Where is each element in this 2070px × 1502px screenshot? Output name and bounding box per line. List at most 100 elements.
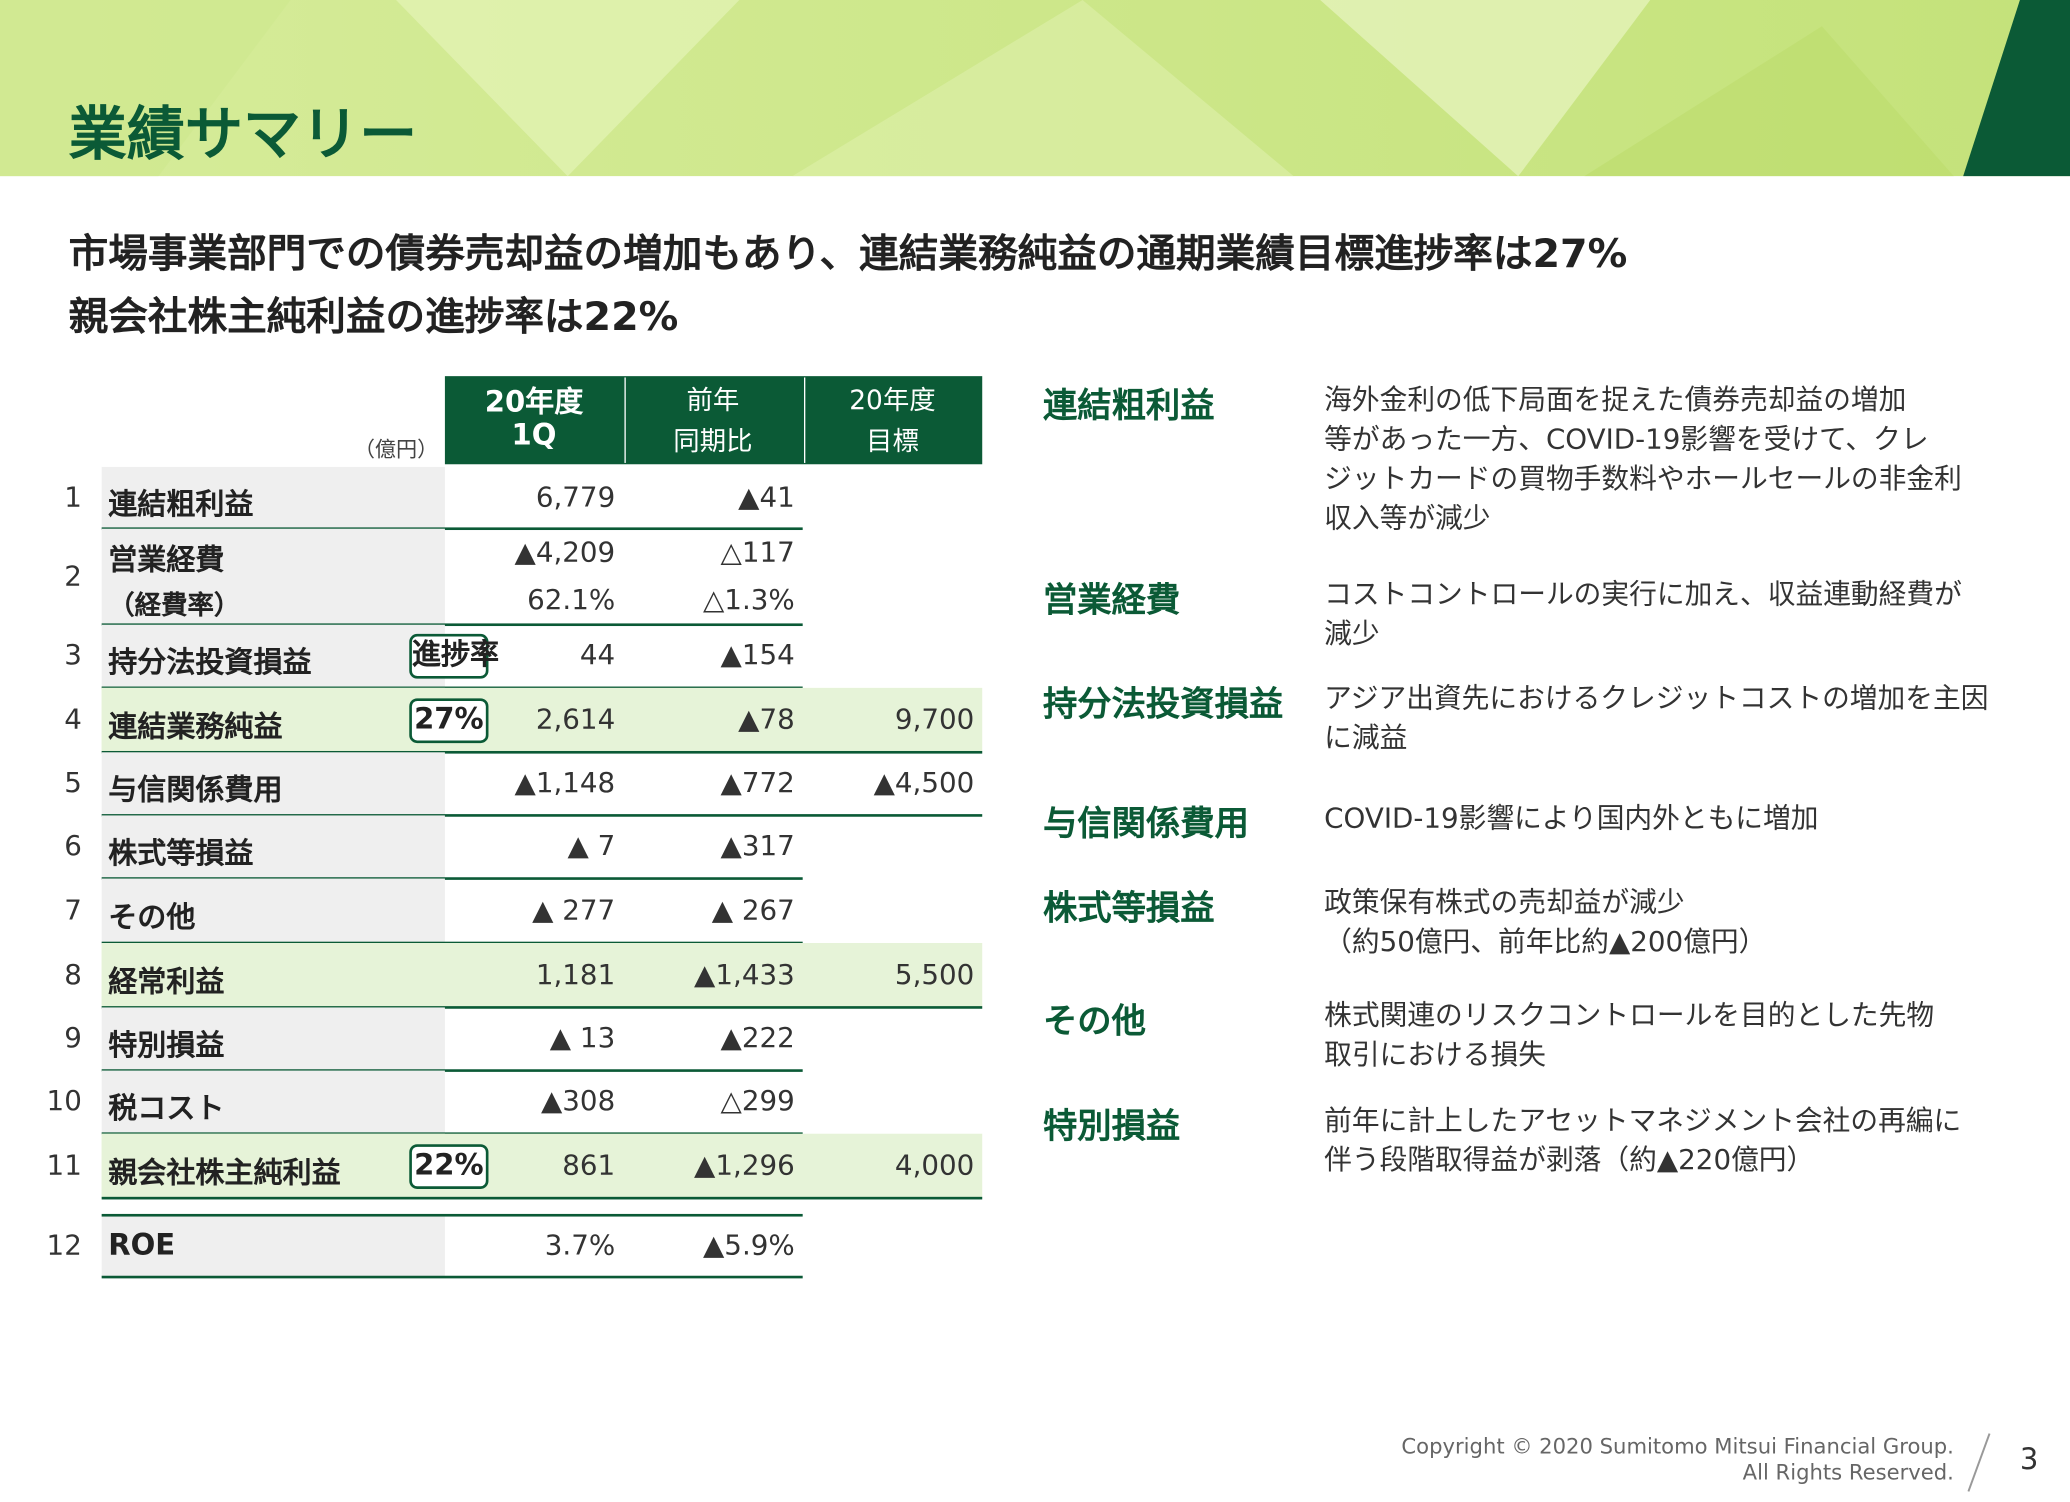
row-line	[101, 1132, 803, 1135]
row-line	[101, 1275, 803, 1278]
copyright-line: Copyright © 2020 Sumitomo Mitsui Financi…	[1401, 1433, 1954, 1459]
row-label: 特別損益	[108, 1029, 225, 1063]
row-label: 持分法投資損益	[108, 647, 312, 680]
value-cell: 861	[562, 1148, 616, 1181]
value-cell: 1,181	[535, 958, 616, 990]
row-line	[101, 1006, 983, 1009]
row-line	[101, 814, 983, 817]
value-cell: ▲308	[540, 1085, 616, 1117]
row-number: 11	[46, 1148, 82, 1181]
label-cell	[101, 528, 445, 625]
note-line: 伴う段階取得益が剥落（約▲220億円）	[1324, 1144, 1815, 1176]
label-cell	[101, 624, 445, 688]
row-number: 5	[64, 766, 82, 799]
value-cell: ▲78	[738, 702, 795, 735]
row-number: 7	[64, 893, 82, 926]
row-line	[101, 527, 803, 530]
label-cell	[101, 1070, 445, 1134]
row-number: 12	[46, 1229, 82, 1261]
value-cell: ▲154	[720, 639, 795, 671]
note-line: 減少	[1324, 618, 1380, 650]
banner	[0, 0, 2070, 177]
row-label: その他	[108, 901, 196, 935]
divider	[1967, 1433, 1991, 1492]
value-cell: △299	[720, 1085, 795, 1117]
value-cell: 2,614	[535, 702, 616, 735]
value-cell: ▲222	[720, 1021, 795, 1054]
progress-badge: 22%	[409, 1143, 489, 1189]
row-number: 3	[64, 639, 82, 671]
note-line: 海外金利の低下局面を捉えた債券売却益の増加	[1324, 384, 1907, 416]
row-label: 与信関係費用	[108, 774, 283, 808]
row-number: 10	[46, 1085, 82, 1117]
value-sub-cell: 62.1%	[527, 583, 616, 616]
value-cell: ▲ 277	[532, 893, 616, 926]
row-label: 経常利益	[108, 966, 225, 999]
column-header: 20年度	[484, 386, 584, 420]
label-cell	[101, 815, 445, 879]
value-cell: 4,000	[894, 1148, 975, 1181]
column-header: 目標	[866, 424, 919, 457]
note-line: 株式関連のリスクコントロールを目的とした先物	[1324, 999, 1935, 1032]
label-cell	[101, 466, 445, 529]
progress-badge: 進捗率	[409, 633, 499, 679]
row-number: 1	[64, 480, 82, 513]
note-line: ジットカードの買物手数料やホールセールの非金利	[1324, 462, 1962, 495]
row-label: ROE	[108, 1229, 176, 1262]
value-cell: ▲1,296	[694, 1148, 795, 1181]
note-line: 前年に計上したアセットマネジメント会社の再編に	[1324, 1104, 1962, 1137]
row-number: 9	[64, 1021, 82, 1054]
row-line	[101, 1213, 803, 1216]
header-divider	[624, 377, 626, 463]
value-cell: ▲4,209	[514, 536, 616, 569]
value-cell: 9,700	[894, 702, 975, 735]
row-number: 8	[64, 958, 82, 990]
header-divider	[804, 377, 806, 463]
value-sub-cell: △1.3%	[702, 583, 795, 616]
note-line: （約50億円、前年比約▲200億円）	[1324, 925, 1767, 958]
row-line	[101, 941, 803, 944]
value-cell: ▲ 7	[567, 829, 616, 862]
row-line	[101, 750, 983, 753]
note-line: 取引における損失	[1324, 1039, 1546, 1071]
label-cell	[101, 687, 445, 753]
copyright: Copyright © 2020 Sumitomo Mitsui Financi…	[1401, 1434, 1953, 1487]
note-line: アジア出資先におけるクレジットコストの増加を主因	[1324, 682, 1989, 715]
column-header: 同期比	[673, 424, 753, 457]
label-cell	[101, 1215, 445, 1278]
note-title: 営業経費	[1042, 581, 1181, 621]
column-header: 1Q	[511, 419, 557, 453]
row-label: 連結業務純益	[108, 710, 283, 744]
row-label: 税コスト	[108, 1092, 225, 1126]
page-number: 3	[2019, 1444, 2039, 1477]
note-line: 等があった一方、COVID-19影響を受けて、クレ	[1324, 423, 1929, 456]
note-title: 特別損益	[1042, 1107, 1181, 1147]
label-cell	[101, 878, 445, 943]
headline: 市場事業部門での債券売却益の増加もあり、連結業務純益の通期業績目標進捗率は27%	[68, 231, 1628, 278]
note-title: 与信関係費用	[1042, 804, 1249, 845]
row-number: 4	[64, 702, 82, 735]
row-sub-label: （経費率）	[108, 589, 241, 621]
table-header-bg	[444, 376, 983, 465]
unit: （億円）	[353, 436, 439, 462]
progress-badge: 27%	[409, 697, 489, 743]
value-cell: 6,779	[535, 480, 616, 513]
headline: 親会社株主純利益の進捗率は22%	[68, 294, 679, 341]
label-cell	[101, 1007, 445, 1071]
row-line	[101, 623, 803, 626]
note-line: コストコントロールの実行に加え、収益連動経費が	[1324, 578, 1962, 611]
column-header: 前年	[686, 384, 740, 416]
note-title: 株式等損益	[1042, 889, 1215, 929]
column-header: 20年度	[849, 384, 936, 416]
label-cell	[101, 1133, 445, 1199]
note-line: COVID-19影響により国内外ともに増加	[1324, 802, 1819, 834]
row-number: 2	[64, 559, 82, 592]
note-title: 連結粗利益	[1042, 386, 1215, 427]
value-cell: ▲4,500	[873, 766, 975, 799]
value-cell: ▲5.9%	[702, 1229, 795, 1261]
row-label: 株式等損益	[108, 837, 254, 871]
row-line	[101, 686, 803, 689]
value-cell: 5,500	[894, 958, 975, 990]
